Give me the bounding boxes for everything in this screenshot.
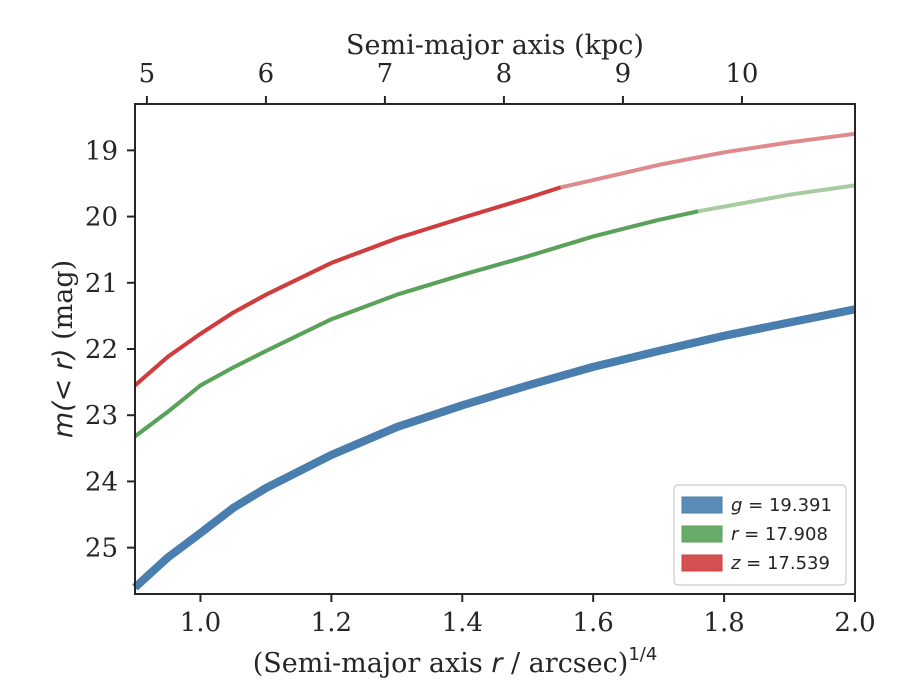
- x-axis-title: (Semi-major axis r / arcsec)1/4: [253, 644, 658, 679]
- top-tick-label: 9: [615, 59, 632, 89]
- top-tick-label: 6: [258, 59, 275, 89]
- x-tick-label: 1.8: [703, 608, 744, 638]
- y-axis-title-var: m(< r): [48, 348, 79, 438]
- ticks-layer: 1.0 1.2 1.4 1.6 1.8 2.0 19 20 21 22 23 24 25 5 6 7 8 9 10: [85, 59, 876, 638]
- legend-swatch-z: [681, 554, 723, 572]
- y-tick-label: 22: [85, 335, 118, 365]
- top-tick-label: 7: [377, 59, 394, 89]
- legend-label-r: r = 17.908: [731, 524, 828, 545]
- top-tick-label: 5: [139, 59, 156, 89]
- legend-var-r: r: [731, 524, 740, 545]
- x-tick-label: 1.4: [442, 608, 483, 638]
- y-tick-label: 24: [85, 467, 118, 497]
- x-tick-label: 1.6: [573, 608, 614, 638]
- series-layer: [132, 131, 856, 591]
- legend-label-g: g = 19.391: [731, 495, 832, 516]
- legend-value-z: = 17.539: [740, 553, 830, 574]
- legend-value-g: = 19.391: [742, 495, 832, 516]
- legend-var-g: g: [731, 495, 742, 516]
- y-tick-label: 20: [85, 203, 118, 233]
- legend-label-z: z = 17.539: [730, 553, 830, 574]
- y-tick-label: 23: [85, 401, 118, 431]
- series-g-line: [132, 305, 856, 591]
- x-axis-title-exponent: 1/4: [628, 644, 657, 665]
- legend-value-r: = 17.908: [738, 524, 828, 545]
- x-tick-label: 1.0: [180, 608, 221, 638]
- x-tick-label: 1.2: [311, 608, 352, 638]
- x-tick-label: 2.0: [834, 608, 875, 638]
- legend-swatch-g: [681, 496, 723, 514]
- y-tick-label: 19: [85, 136, 118, 166]
- top-tick-label: 10: [725, 59, 758, 89]
- y-tick-label: 25: [85, 534, 118, 564]
- series-z-line: [133, 185, 562, 387]
- y-tick-label: 21: [85, 269, 118, 299]
- legend-swatch-r: [681, 525, 723, 543]
- y-axis-title: m(< r) (mag): [48, 260, 79, 438]
- legend-var-z: z: [730, 553, 741, 574]
- top-tick-label: 8: [496, 59, 513, 89]
- y-axis-title-unit: (mag): [48, 260, 79, 349]
- x-axis-title-var: r: [491, 648, 504, 679]
- plot-frame: [134, 103, 856, 595]
- x-axis-title-suffix: / arcsec): [502, 648, 628, 679]
- x-axis-title-prefix: (Semi-major axis: [253, 648, 492, 679]
- series-r-line: [133, 209, 699, 439]
- top-axis-title: Semi-major axis (kpc): [346, 30, 644, 61]
